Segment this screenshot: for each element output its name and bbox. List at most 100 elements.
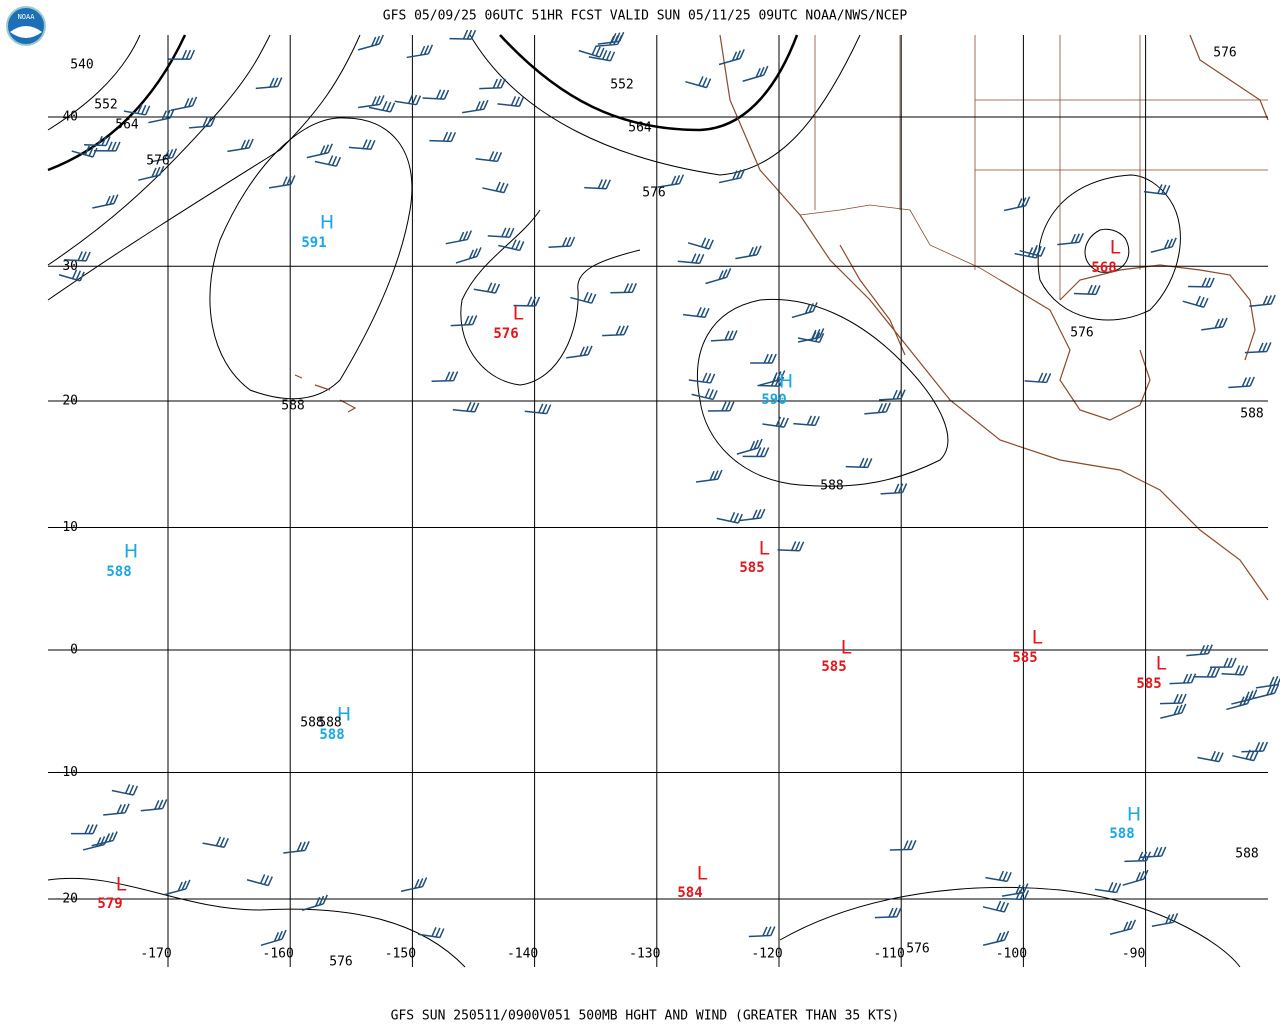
wind-barb bbox=[588, 50, 616, 62]
wind-barb bbox=[1160, 703, 1187, 719]
wind-barb bbox=[64, 251, 91, 262]
lat-label: 30 bbox=[62, 259, 78, 274]
wind-barb bbox=[1073, 284, 1101, 296]
contour bbox=[499, 34, 799, 132]
wind-barb bbox=[1244, 342, 1272, 354]
wind-barb bbox=[742, 65, 769, 83]
wind-barb bbox=[189, 116, 216, 129]
wind-barb bbox=[283, 841, 310, 854]
wind-barb bbox=[748, 926, 776, 938]
center-value: 585 bbox=[1136, 676, 1161, 692]
wind-barb bbox=[1122, 869, 1149, 886]
wind-barb bbox=[1231, 689, 1258, 705]
wind-barb bbox=[864, 402, 891, 415]
wind-barb bbox=[1197, 750, 1224, 763]
wind-barb bbox=[357, 34, 384, 51]
logo-text: NOAA bbox=[18, 13, 36, 21]
wind-barb bbox=[1169, 673, 1197, 685]
wind-barb bbox=[742, 447, 770, 458]
wind-barb bbox=[429, 131, 457, 143]
contour-label: 576 bbox=[329, 955, 352, 970]
wind-barb bbox=[487, 227, 515, 238]
wind-barb bbox=[1024, 372, 1052, 384]
wind-barb bbox=[475, 151, 503, 163]
lat-label: 0 bbox=[70, 643, 78, 658]
wind-barb bbox=[1001, 883, 1029, 897]
wind-barb bbox=[103, 803, 130, 816]
wind-barb bbox=[170, 96, 198, 111]
wind-barb bbox=[111, 784, 139, 796]
wind-barb bbox=[268, 175, 296, 189]
contour bbox=[47, 34, 271, 266]
contour-label: 588 bbox=[1235, 847, 1258, 862]
logo: NOAA bbox=[6, 6, 46, 46]
wind-barb bbox=[255, 77, 283, 90]
wind-barb bbox=[759, 370, 786, 386]
map-title: GFS 05/09/25 06UTC 51HR FCST VALID SUN 0… bbox=[383, 9, 908, 24]
contour-label: 552 bbox=[94, 98, 117, 113]
wind-barb bbox=[777, 541, 805, 552]
center-symbol: L bbox=[1032, 627, 1043, 649]
center-value: 591 bbox=[301, 235, 326, 251]
lat-label: -10 bbox=[55, 765, 78, 780]
center-symbol: L bbox=[116, 874, 127, 896]
contour-label: 540 bbox=[70, 58, 93, 73]
wind-barb bbox=[683, 307, 710, 319]
contour bbox=[779, 886, 1241, 968]
wind-barb bbox=[718, 168, 746, 184]
wind-barb bbox=[58, 269, 85, 282]
wind-barb bbox=[735, 245, 762, 260]
lon-label: -170 bbox=[140, 947, 171, 962]
wind-barb bbox=[431, 371, 459, 383]
wind-barb bbox=[1151, 913, 1179, 927]
wind-barb bbox=[738, 508, 766, 522]
lon-label: -120 bbox=[751, 947, 782, 962]
coastline bbox=[1059, 264, 1256, 361]
wind-barb bbox=[71, 824, 98, 835]
wind-barb bbox=[1150, 237, 1177, 253]
center-symbol: H bbox=[124, 541, 138, 563]
wind-barb bbox=[1201, 317, 1228, 331]
wind-barb bbox=[705, 267, 732, 285]
wind-barb bbox=[677, 253, 705, 265]
wind-barb bbox=[513, 296, 541, 307]
wind-barb bbox=[718, 49, 745, 66]
wind-barb bbox=[449, 29, 477, 40]
coastline bbox=[1189, 34, 1269, 121]
wind-barb bbox=[602, 325, 629, 337]
contours bbox=[47, 34, 1241, 968]
wind-barb bbox=[880, 483, 908, 495]
coastline bbox=[839, 244, 906, 356]
center-value: 588 bbox=[319, 727, 344, 743]
contour bbox=[47, 34, 361, 301]
wind-barb bbox=[71, 145, 98, 158]
wind-barb bbox=[710, 330, 738, 342]
wind-barb bbox=[879, 389, 906, 401]
wind-barb bbox=[685, 76, 712, 89]
wind-barb bbox=[1249, 294, 1276, 307]
wind-barb bbox=[1193, 667, 1221, 678]
lat-label: 40 bbox=[62, 110, 78, 125]
center-value: 588 bbox=[1109, 826, 1134, 842]
center-symbol: H bbox=[337, 704, 351, 726]
wind-barb bbox=[246, 874, 273, 887]
wind-barb bbox=[716, 512, 743, 524]
wind-barb bbox=[1094, 882, 1122, 894]
wind-barb bbox=[1228, 376, 1255, 389]
wind-barb bbox=[566, 345, 593, 359]
center-value: 585 bbox=[1012, 650, 1037, 666]
wind-barb bbox=[417, 927, 445, 939]
wind-barb bbox=[757, 376, 785, 387]
center-value: 579 bbox=[97, 896, 122, 912]
wind-barb bbox=[164, 879, 191, 896]
map-footer: GFS SUN 250511/0900V051 500MB HGHT AND W… bbox=[391, 1009, 900, 1024]
wind-barb bbox=[1186, 644, 1213, 657]
lon-label: -150 bbox=[385, 947, 416, 962]
contour bbox=[1037, 174, 1181, 321]
center-value: 585 bbox=[821, 659, 846, 675]
center-value: 588 bbox=[106, 564, 131, 580]
wind-barb bbox=[452, 401, 480, 413]
